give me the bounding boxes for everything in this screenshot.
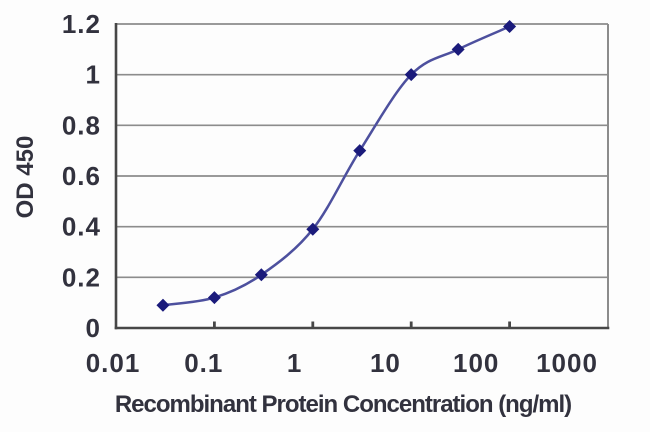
x-axis-title: Recombinant Protein Concentration (ng/ml… [115,391,571,418]
axes [114,23,610,330]
y-tick-label-0.6: 0.6 [62,161,101,191]
data-point-marker-1 [306,222,320,236]
gridlines [116,23,609,328]
data-series [156,20,517,312]
y-tick-label-0.8: 0.8 [62,110,101,140]
data-point-marker-0.03 [156,298,170,312]
y-tick-label-0.2: 0.2 [62,262,101,292]
x-tick-label-10: 10 [370,348,401,378]
y-tick-label-1: 1 [86,60,101,90]
data-point-marker-0.1 [207,291,221,305]
x-tick-label-0.01: 0.01 [86,348,141,378]
x-tick-label-100: 100 [453,348,499,378]
x-tick-label-1000: 1000 [536,348,598,378]
data-point-marker-10 [404,68,418,82]
series-line [161,25,511,307]
axis-labels: OD 450 Recombinant Protein Concentration… [12,9,598,418]
x-tick-label-1: 1 [287,348,302,378]
y-tick-label-1.2: 1.2 [62,9,101,39]
y-tick-label-0.4: 0.4 [62,212,101,242]
data-point-marker-3 [353,144,367,158]
data-point-marker-30 [451,42,465,56]
x-axis-ticks [212,321,512,328]
y-tick-label-0: 0 [86,313,101,343]
data-point-marker-0.3 [254,268,268,282]
y-axis-title: OD 450 [12,136,39,219]
x-tick-label-0.1: 0.1 [184,348,223,378]
data-point-marker-100 [503,20,517,34]
